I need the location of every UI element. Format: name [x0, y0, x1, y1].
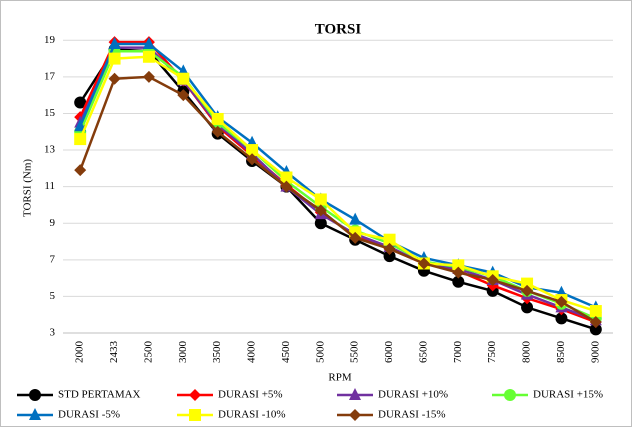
data-point [589, 323, 602, 336]
data-point [177, 89, 190, 102]
series-line [79, 48, 597, 331]
data-point [246, 144, 259, 157]
data-point [452, 266, 465, 279]
data-point [246, 153, 259, 166]
data-point [142, 70, 155, 83]
x-tick-label: 6500 [417, 341, 429, 364]
data-point [383, 233, 396, 246]
x-tick-label: 8500 [555, 341, 567, 364]
legend-label: DURASI +10% [378, 389, 448, 401]
data-point [589, 316, 602, 329]
x-tick-label: 6000 [383, 341, 395, 364]
data-point [74, 133, 87, 146]
data-point [521, 284, 534, 297]
data-point [589, 305, 602, 318]
legend-label: STD PERTAMAX [58, 389, 141, 401]
x-tick-label: 4500 [280, 341, 292, 364]
x-tick-label: 5500 [349, 341, 361, 364]
data-point [452, 275, 465, 288]
series-line [79, 75, 597, 324]
legend-marker [349, 388, 361, 400]
x-tick-label: 2000 [74, 341, 86, 364]
data-point [452, 259, 465, 272]
data-point [521, 301, 534, 314]
x-tick-label: 8000 [521, 341, 533, 364]
y-tick-label: 19 [44, 34, 56, 46]
y-tick-label: 15 [44, 107, 56, 119]
x-tick-label: 9000 [589, 341, 601, 364]
data-point [211, 112, 224, 125]
y-tick-label: 5 [50, 290, 56, 302]
legend-label: DURASI -10% [218, 409, 286, 421]
series-line [79, 50, 597, 320]
y-tick-label: 17 [44, 70, 56, 82]
legend-marker [29, 389, 41, 401]
legend-label: DURASI -5% [58, 409, 120, 421]
x-axis-label: RPM [328, 372, 351, 384]
data-point [108, 36, 121, 49]
x-tick-label: 2433 [108, 341, 120, 364]
legend-marker [189, 389, 201, 401]
x-tick-label: 3000 [177, 341, 189, 364]
legend-marker [349, 409, 361, 421]
chart-title: TORSI [315, 21, 362, 37]
x-tick-label: 7500 [486, 341, 498, 364]
data-point [280, 171, 293, 184]
x-tick-label: 7000 [452, 341, 464, 364]
x-tick-label: 4000 [246, 341, 258, 364]
x-tick-label: 3500 [211, 341, 223, 364]
y-tick-label: 9 [50, 217, 56, 229]
legend-marker [504, 389, 516, 401]
data-point [142, 50, 155, 63]
y-tick-label: 13 [44, 144, 56, 156]
y-axis-label: TORSI (Nm) [22, 159, 34, 217]
data-point [108, 72, 121, 85]
legend-marker [189, 409, 201, 421]
data-point [314, 204, 327, 217]
legend-label: DURASI +15% [533, 389, 603, 401]
y-tick-label: 11 [44, 180, 55, 192]
data-point [555, 295, 568, 308]
data-point [74, 119, 87, 132]
data-point [74, 164, 87, 177]
data-point [383, 250, 396, 263]
data-point [177, 72, 190, 85]
x-tick-label: 5000 [314, 341, 326, 364]
data-point [74, 96, 87, 109]
data-point [314, 193, 327, 206]
data-point [142, 36, 155, 49]
data-point [383, 242, 396, 255]
series-line [79, 55, 597, 313]
legend-label: DURASI -15% [378, 409, 446, 421]
legend-marker [29, 408, 41, 420]
data-point [349, 212, 362, 225]
y-tick-label: 3 [50, 327, 56, 339]
data-point [314, 217, 327, 230]
y-tick-label: 7 [50, 253, 56, 265]
legend-label: DURASI +5% [218, 389, 283, 401]
data-point [211, 125, 224, 138]
data-point [108, 52, 121, 65]
data-point [555, 312, 568, 325]
data-point [417, 257, 430, 270]
x-tick-label: 2500 [142, 341, 154, 364]
data-point [349, 231, 362, 244]
data-point [521, 277, 534, 290]
data-point [486, 273, 499, 286]
data-point [280, 180, 293, 193]
